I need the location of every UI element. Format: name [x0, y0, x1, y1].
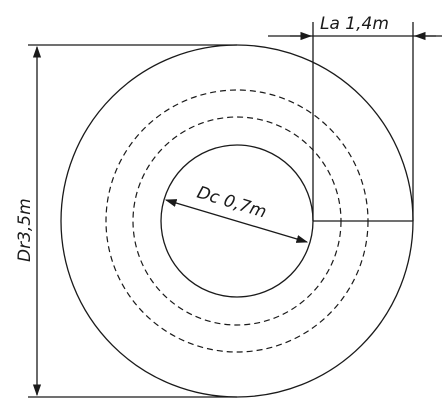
outer-diameter-label: Dr3,5m	[15, 198, 35, 262]
inner-diameter-dimension-line	[164, 199, 309, 243]
annulus-width-label: La 1,4m	[320, 14, 389, 34]
inner-diameter-label: Dc 0,7m	[195, 183, 269, 223]
